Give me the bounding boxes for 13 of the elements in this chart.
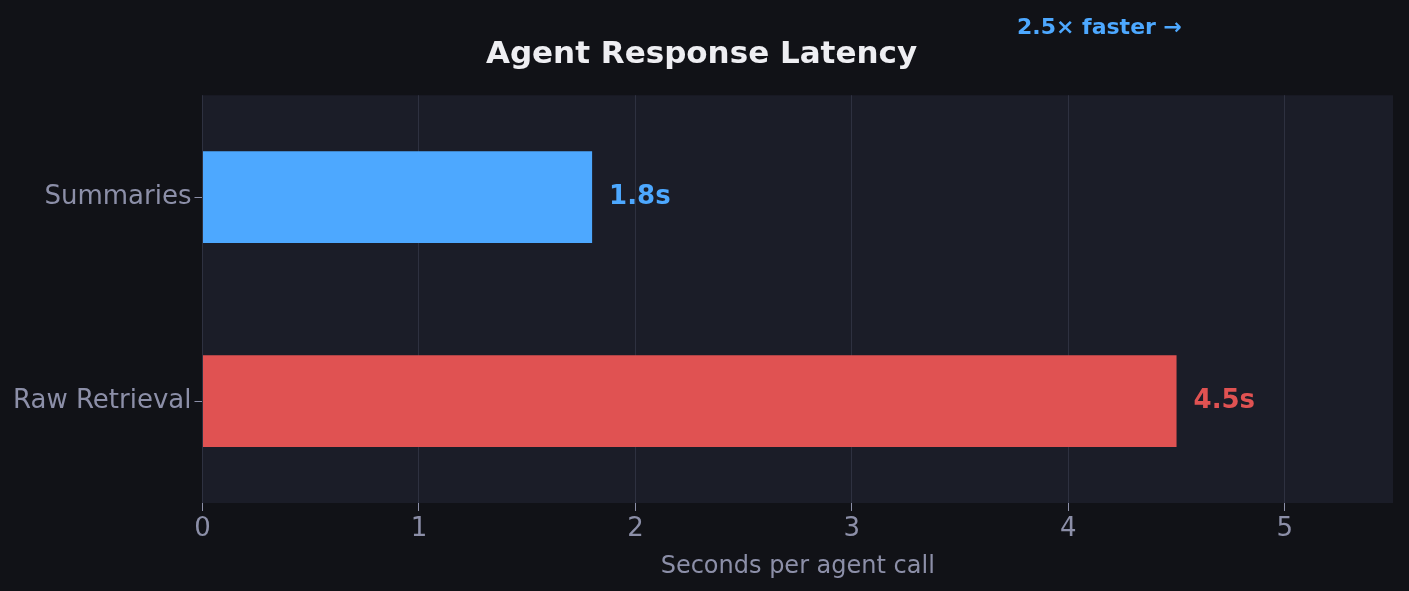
y-tick-label: Raw Retrieval xyxy=(13,383,192,414)
text: 2.5× faster → xyxy=(1017,13,1182,39)
data-label: 4.5s xyxy=(1193,383,1256,414)
x-tick-label: 0 xyxy=(194,512,211,543)
x-tick-label: 5 xyxy=(1276,512,1294,543)
x-tick-label: 2 xyxy=(627,512,644,543)
x-tick-label: 3 xyxy=(843,512,861,543)
chart-title: Agent Response Latency xyxy=(485,33,918,70)
x-tick-label: 1 xyxy=(410,512,428,543)
data-label: 1.8s xyxy=(609,179,671,210)
y-tick-label: Summaries xyxy=(44,179,192,210)
x-axis-title: Seconds per agent call xyxy=(660,550,935,579)
x-tick-label: 4 xyxy=(1060,512,1077,543)
